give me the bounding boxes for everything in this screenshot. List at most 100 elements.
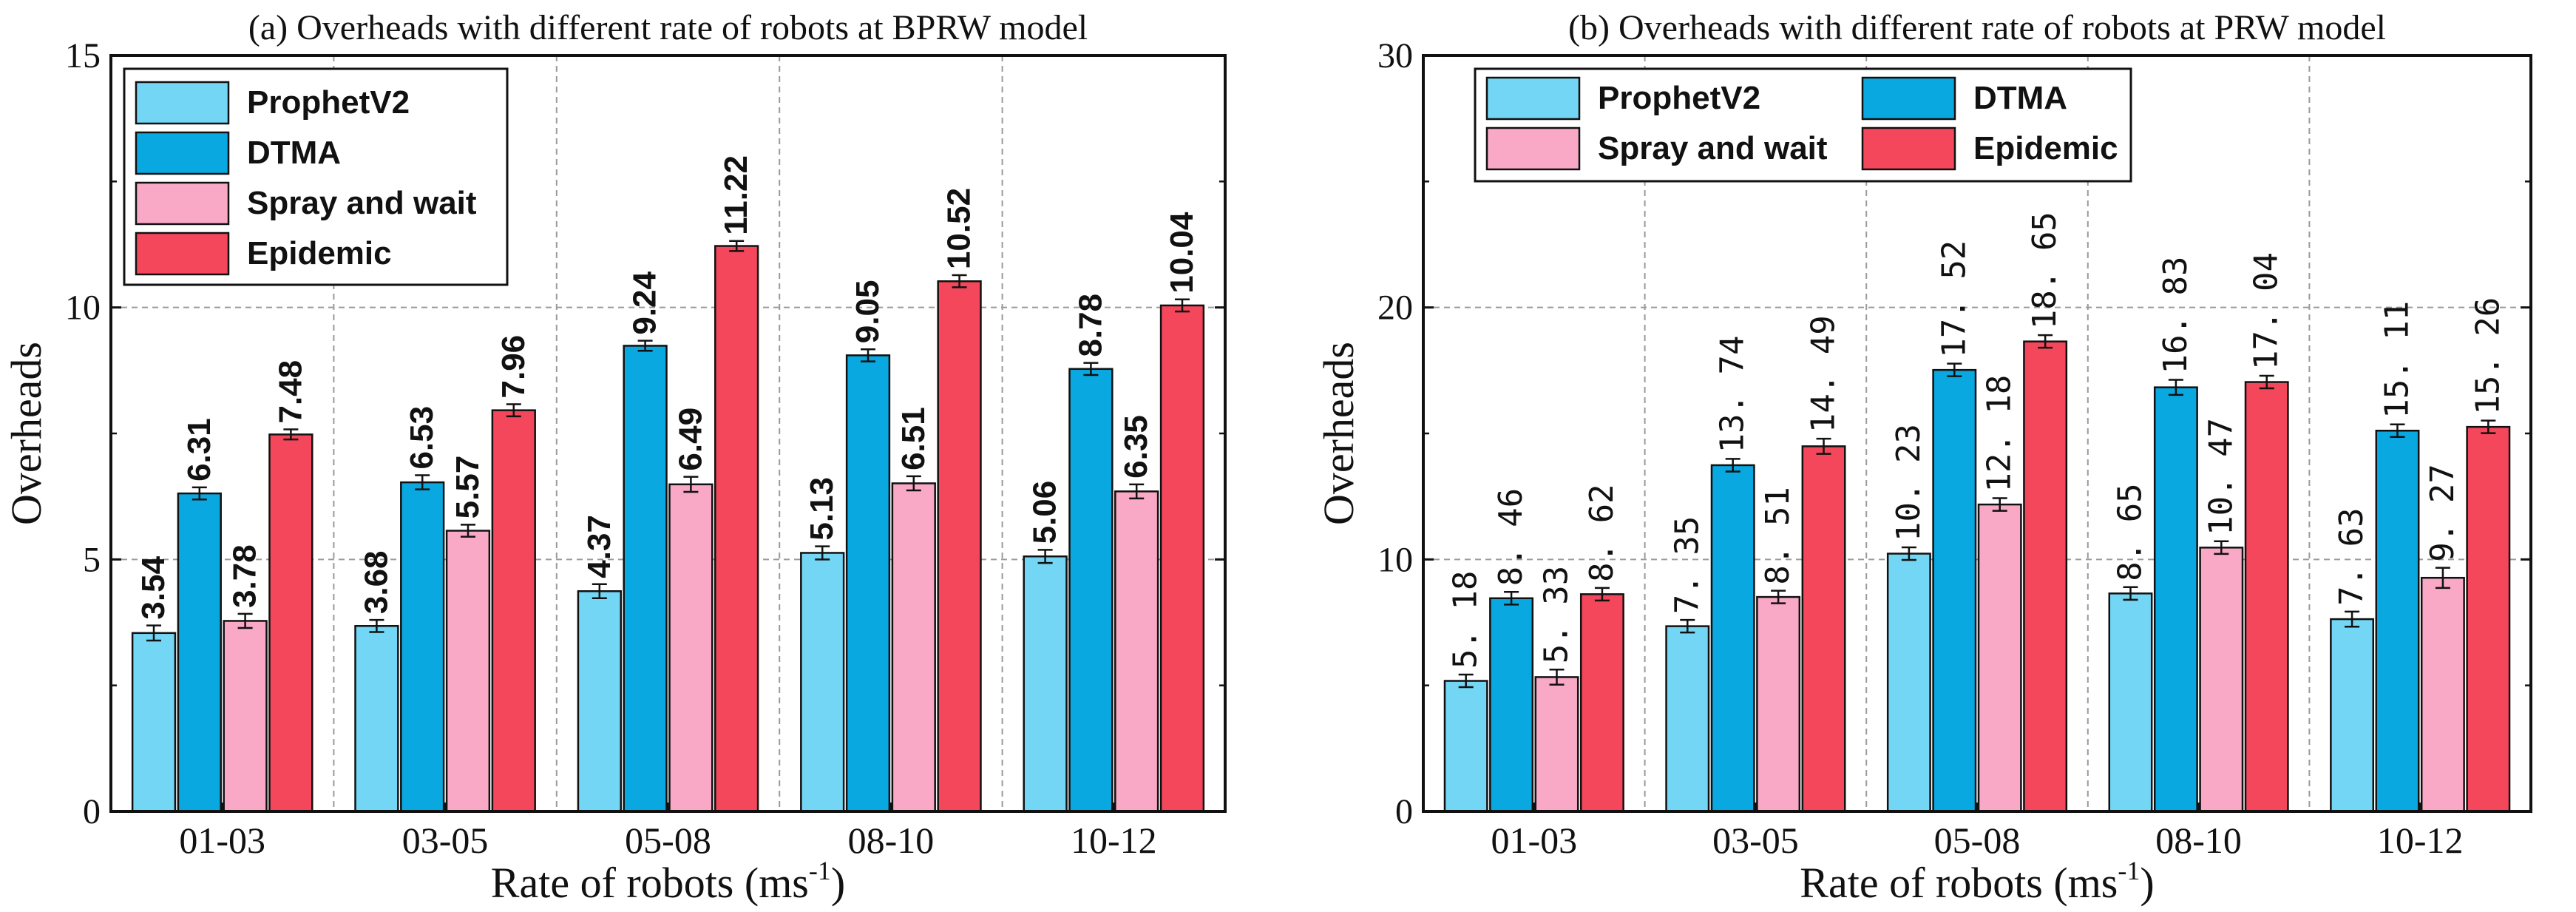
- bar-value-label: 15. 11: [2378, 301, 2416, 419]
- bar-value-label: 10.52: [941, 188, 977, 269]
- bar-epidemic: [714, 245, 759, 813]
- legend-label: Epidemic: [247, 235, 392, 271]
- y-tick-label: 15: [65, 36, 101, 75]
- x-tick-label: 05-08: [1934, 820, 2021, 861]
- x-tick-label: 05-08: [625, 820, 711, 861]
- bar-value-label: 6.31: [181, 418, 217, 482]
- bar-spray-and-wait: [223, 620, 268, 813]
- legend-label: ProphetV2: [1598, 80, 1760, 116]
- y-tick-label: 5: [83, 540, 101, 579]
- legend-entry: Spray and wait: [1485, 126, 1828, 171]
- bar-dtma: [400, 481, 445, 813]
- bar-value-label: 12. 18: [1981, 375, 2019, 493]
- x-tick-label: 01-03: [1491, 820, 1577, 861]
- bar-value-label: 10. 23: [1890, 424, 1928, 541]
- y-axis-label: Overheads: [2, 342, 50, 525]
- legend-label: Spray and wait: [247, 185, 477, 221]
- legend-label: ProphetV2: [247, 84, 410, 121]
- bar-value-label: 10.04: [1164, 212, 1200, 294]
- legend-entry: ProphetV2: [1485, 76, 1760, 121]
- x-axis-label-superscript: -1: [809, 856, 831, 885]
- x-axis-label-main: Rate of robots (ms: [491, 859, 809, 907]
- x-axis-label: Rate of robots (ms-1): [1800, 856, 2154, 907]
- bar-epidemic: [1579, 593, 1624, 813]
- bar-value-label: 18. 65: [2026, 212, 2064, 329]
- legend-swatch: [135, 81, 230, 125]
- chart-panel-a: 3.54 3.68 4.37 5.13 5.06 6.31 6.53 9.24 9.05 8.78…: [2, 8, 1227, 907]
- bar-value-label: 6.51: [895, 407, 932, 470]
- bar-value-label: 3.68: [358, 550, 394, 614]
- chart-title: (b) Overheads with different rate of rob…: [1568, 8, 2386, 47]
- bar-value-label: 6.53: [404, 406, 440, 470]
- bar-value-label: 5. 18: [1447, 571, 1485, 669]
- bar-value-label: 10. 47: [2202, 418, 2240, 536]
- legend-entry: DTMA: [135, 131, 341, 175]
- x-axis-label-main: Rate of robots (ms: [1800, 859, 2118, 907]
- chart-title: (a) Overheads with different rate of rob…: [248, 8, 1088, 47]
- bar-value-label: 8.78: [1072, 294, 1108, 357]
- x-axis-label-close: ): [2140, 859, 2154, 907]
- bar-value-label: 17. 52: [1935, 240, 1973, 358]
- bar-prophetv2: [1886, 553, 1931, 813]
- bar-value-label: 5.06: [1027, 481, 1063, 544]
- bar-value-label: 4.37: [581, 515, 617, 578]
- bar-value-label: 17. 04: [2248, 252, 2285, 370]
- legend-swatch: [135, 181, 230, 226]
- legend-entry: DTMA: [1861, 76, 2067, 121]
- bar-prophetv2: [577, 590, 622, 813]
- bar-dtma: [177, 492, 222, 813]
- legend-entry: Epidemic: [1861, 126, 2118, 171]
- x-tick-label: 08-10: [2155, 820, 2242, 861]
- bar-dtma: [623, 345, 668, 813]
- y-tick-label: 20: [1377, 288, 1413, 328]
- x-axis-label: Rate of robots (ms-1): [491, 856, 845, 907]
- bar-value-label: 7.96: [495, 335, 532, 399]
- bar-prophetv2: [354, 625, 399, 813]
- bar-value-label: 7. 63: [2333, 507, 2370, 605]
- y-axis-label: Overheads: [1315, 342, 1363, 525]
- bar-prophetv2: [1443, 680, 1488, 813]
- legend-label: Spray and wait: [1598, 130, 1828, 166]
- legend-swatch: [1485, 76, 1581, 121]
- bar-value-label: 13. 74: [1714, 335, 1752, 453]
- legend-box: [1474, 67, 2132, 183]
- bar-dtma: [1489, 597, 1534, 813]
- legend-swatch: [135, 131, 230, 175]
- bar-value-label: 7. 35: [1668, 516, 1706, 614]
- bar-spray-and-wait: [1977, 503, 2022, 813]
- bar-value-label: 15. 26: [2469, 297, 2506, 415]
- legend-entry: ProphetV2: [135, 81, 410, 125]
- bar-prophetv2: [1023, 555, 1068, 813]
- bar-value-label: 7.48: [272, 360, 308, 424]
- bar-dtma: [1710, 464, 1755, 813]
- legend-entry: Epidemic: [135, 232, 392, 276]
- x-tick-label: 01-03: [179, 820, 265, 861]
- legend-swatch: [1861, 126, 1956, 171]
- bar-value-label: 14. 49: [1805, 315, 1843, 433]
- y-tick-label: 10: [65, 288, 101, 328]
- bar-value-label: 5.57: [450, 456, 486, 519]
- bar-spray-and-wait: [2199, 547, 2244, 813]
- bar-epidemic: [268, 433, 313, 813]
- bar-spray-and-wait: [1534, 676, 1579, 813]
- bar-dtma: [1068, 368, 1114, 813]
- bar-dtma: [2153, 386, 2198, 813]
- bar-value-label: 6.49: [672, 408, 708, 471]
- bar-value-label: 9.24: [627, 271, 663, 334]
- bar-value-label: 9.05: [850, 280, 886, 344]
- x-axis-label-close: ): [831, 859, 845, 907]
- chart-panel-b: 5. 18 7. 35 10. 23 8. 65 7. 63 8. 46 13. 74 17.…: [1315, 8, 2532, 907]
- bar-value-label: 16. 83: [2157, 256, 2194, 374]
- bar-value-label: 8. 62: [1583, 484, 1621, 581]
- bar-epidemic: [2244, 381, 2289, 813]
- bar-prophetv2: [1665, 625, 1710, 813]
- bar-epidemic: [2466, 425, 2511, 813]
- x-tick-label: 10-12: [2377, 820, 2464, 861]
- bar-dtma: [845, 354, 891, 813]
- bar-spray-and-wait: [668, 483, 714, 813]
- bar-prophetv2: [2108, 592, 2153, 813]
- x-tick-label: 08-10: [848, 820, 935, 861]
- bar-spray-and-wait: [891, 482, 936, 813]
- legend: ProphetV2 DTMA Spray and wait Epidemic: [123, 67, 509, 286]
